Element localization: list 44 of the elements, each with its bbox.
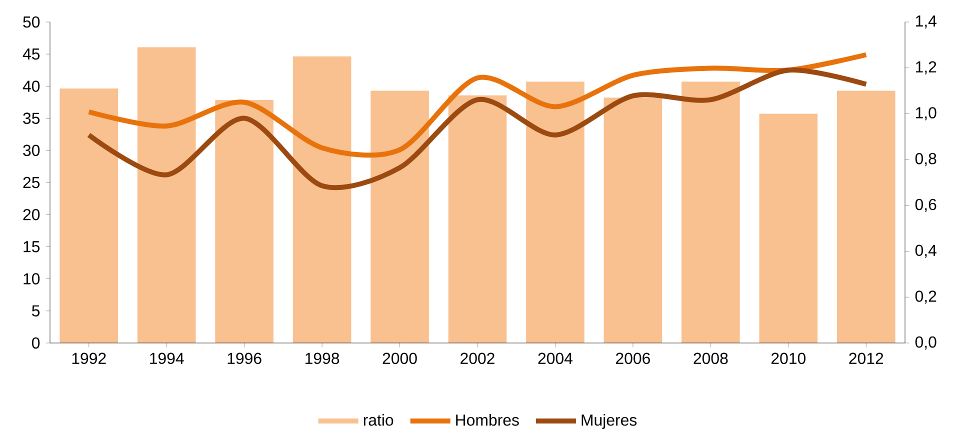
bar <box>370 90 429 343</box>
y2-tick-label: 0,2 <box>915 290 936 304</box>
legend-label: Hombres <box>456 414 519 426</box>
y2-tick-label: 0,8 <box>915 152 936 166</box>
bar <box>526 82 584 343</box>
legend-label: ratio <box>364 414 394 426</box>
bar <box>836 90 896 343</box>
y-tick-label: 25 <box>23 176 40 188</box>
y2-tick-label: 0,6 <box>915 198 936 212</box>
x-tick-label: 2008 <box>694 352 728 364</box>
y2-tick-label: 0,4 <box>915 244 936 258</box>
bar <box>292 56 352 343</box>
x-tick-label: 1998 <box>306 352 340 364</box>
y-tick-label: 20 <box>23 208 40 220</box>
x-tick-label: 2000 <box>382 352 417 364</box>
x-tick-label: 2002 <box>460 352 494 364</box>
bar <box>215 100 274 343</box>
y-tick-label: 15 <box>24 241 40 252</box>
y2-tick-label: 1,4 <box>916 15 936 28</box>
bar <box>137 47 196 343</box>
bar <box>759 114 818 343</box>
bar <box>682 82 740 343</box>
x-tick-label: 1996 <box>228 352 262 364</box>
y-tick-label: 35 <box>23 112 40 124</box>
y-tick-label: 30 <box>23 144 40 156</box>
x-tick-label: 2012 <box>849 352 884 364</box>
bar <box>604 98 662 343</box>
x-tick-label: 1994 <box>150 352 184 364</box>
bar <box>60 88 118 343</box>
y-tick-label: 40 <box>22 80 40 92</box>
y-tick-label: 10 <box>24 273 40 284</box>
y-tick-label: 45 <box>22 48 40 60</box>
x-tick-label: 2004 <box>538 352 572 364</box>
y-tick-label: 50 <box>23 16 40 28</box>
y2-tick-label: 0,0 <box>915 336 936 350</box>
x-tick-label: 1992 <box>72 352 106 364</box>
y2-tick-label: 1,2 <box>916 61 936 74</box>
x-tick-label: 2010 <box>771 352 806 364</box>
legend-label: Mujeres <box>582 414 637 429</box>
y-tick-label: 5 <box>32 305 40 316</box>
y-tick-label: 0 <box>32 337 40 349</box>
y2-tick-label: 1,0 <box>916 107 936 120</box>
bar <box>448 95 507 343</box>
x-tick-label: 2006 <box>616 352 650 364</box>
